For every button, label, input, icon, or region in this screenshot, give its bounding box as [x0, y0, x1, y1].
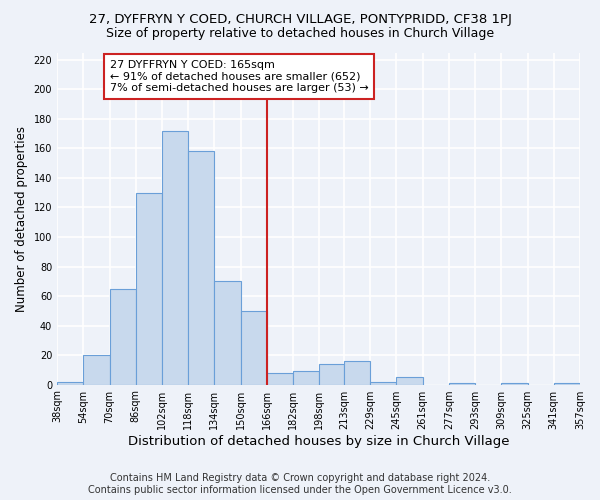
- Text: Size of property relative to detached houses in Church Village: Size of property relative to detached ho…: [106, 28, 494, 40]
- Bar: [293, 372, 319, 384]
- Bar: [449, 383, 475, 384]
- Text: 27, DYFFRYN Y COED, CHURCH VILLAGE, PONTYPRIDD, CF38 1PJ: 27, DYFFRYN Y COED, CHURCH VILLAGE, PONT…: [89, 12, 511, 26]
- Bar: [83, 355, 110, 384]
- X-axis label: Distribution of detached houses by size in Church Village: Distribution of detached houses by size …: [128, 434, 509, 448]
- Bar: [110, 288, 136, 384]
- Bar: [319, 364, 344, 384]
- Y-axis label: Number of detached properties: Number of detached properties: [15, 126, 28, 312]
- Bar: [554, 383, 580, 384]
- Text: 27 DYFFRYN Y COED: 165sqm
← 91% of detached houses are smaller (652)
7% of semi-: 27 DYFFRYN Y COED: 165sqm ← 91% of detac…: [110, 60, 368, 93]
- Bar: [241, 311, 267, 384]
- Bar: [57, 382, 83, 384]
- Bar: [136, 192, 162, 384]
- Bar: [214, 282, 241, 385]
- Bar: [162, 130, 188, 384]
- Bar: [267, 373, 293, 384]
- Bar: [502, 383, 527, 384]
- Bar: [188, 152, 214, 384]
- Bar: [344, 361, 370, 384]
- Bar: [397, 377, 422, 384]
- Text: Contains HM Land Registry data © Crown copyright and database right 2024.
Contai: Contains HM Land Registry data © Crown c…: [88, 474, 512, 495]
- Bar: [370, 382, 397, 384]
